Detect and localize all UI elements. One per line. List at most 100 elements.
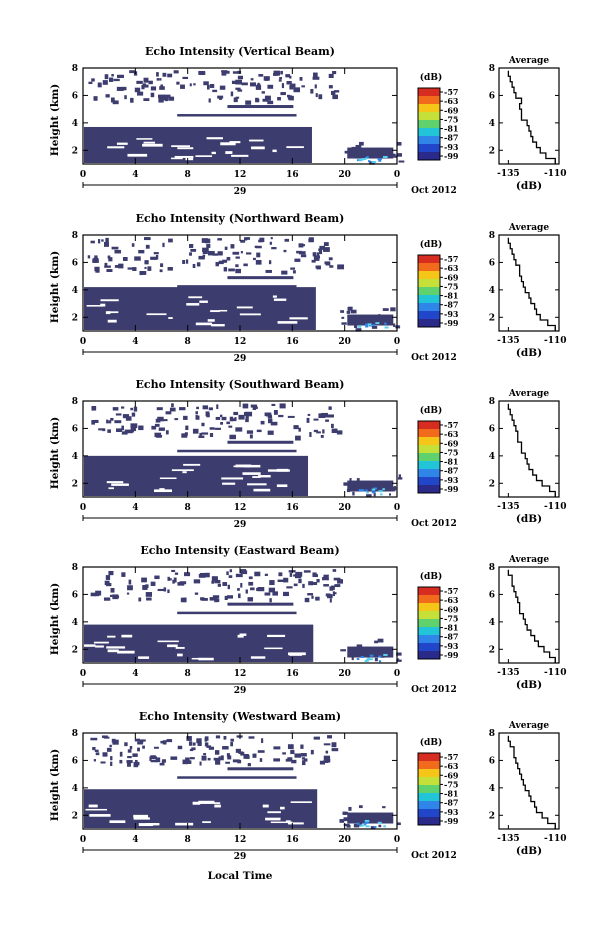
colorbar-swatch — [418, 469, 440, 478]
heatmap — [84, 70, 405, 165]
echo-speckle — [245, 416, 249, 419]
date-label: Oct 2012 — [411, 851, 457, 861]
x-tick-label: -135 — [497, 834, 520, 844]
echo-speckle — [344, 150, 349, 154]
echo-speckle — [91, 419, 95, 425]
x-tick-label: 16 — [286, 669, 299, 679]
echo-gap — [106, 481, 124, 484]
echo-speckle — [124, 95, 127, 100]
x-tick-label: 8 — [185, 669, 191, 679]
echo-gap — [188, 296, 203, 299]
echo-speckle — [144, 266, 147, 270]
echo-speckle — [116, 428, 123, 432]
echo-speckle — [110, 761, 113, 766]
echo-speckle — [355, 144, 362, 149]
echo-speckle — [121, 572, 126, 577]
y-tick-label: 4 — [72, 119, 78, 129]
echo-speckle — [214, 579, 221, 584]
echo-speckle — [216, 404, 219, 410]
colorbar-tick-label: -99 — [444, 484, 459, 494]
echo-speckle — [159, 269, 163, 273]
echo-speckle — [108, 77, 114, 82]
echo-gap — [242, 472, 261, 475]
echo-speckle — [150, 581, 156, 586]
echo-speckle — [192, 742, 196, 746]
echo-speckle — [186, 736, 192, 741]
echo-speckle — [322, 760, 329, 763]
average-panel: Average 2 4 6 8 -135 -110(dB) — [489, 56, 567, 192]
echo-speckle — [308, 581, 314, 586]
echo-speckle — [126, 760, 133, 764]
colorbar-swatch — [418, 619, 440, 628]
echo-speckle — [132, 753, 138, 757]
x-tick-label: 12 — [234, 503, 247, 513]
echo-speckle — [243, 263, 248, 267]
echo-speckle — [235, 427, 243, 432]
echo-speckle — [208, 746, 215, 750]
echo-speckle — [212, 253, 218, 256]
heatmap — [84, 569, 402, 663]
echo-speckle — [343, 482, 349, 486]
x-tick-label: 0 — [394, 669, 400, 679]
y-tick-label: 6 — [489, 424, 495, 434]
echo-speckle — [193, 83, 196, 86]
echo-speckle — [353, 650, 357, 653]
echo-speckle — [337, 264, 345, 270]
echo-speckle — [313, 72, 318, 78]
echo-speckle — [167, 576, 170, 581]
echo-speckle — [127, 267, 135, 270]
echo-speckle — [303, 570, 311, 573]
panel-2: Echo Intensity (Northward Beam) Height (k… — [49, 212, 567, 364]
echo-speckle — [151, 425, 157, 430]
x-tick-label: -135 — [497, 668, 520, 678]
y-axis-label: Height (km) — [49, 251, 61, 323]
panel-1: Echo Intensity (Vertical Beam) Height (km… — [49, 45, 567, 197]
echo-gap — [183, 463, 201, 466]
echo-speckle — [195, 414, 198, 420]
echo-speckle — [343, 817, 350, 822]
x-tick-label: 0 — [394, 503, 400, 513]
echo-speckle — [137, 747, 140, 752]
echo-speckle — [264, 95, 271, 101]
echo-speckle — [323, 743, 331, 746]
echo-speckle — [208, 98, 211, 103]
average-frame — [498, 67, 560, 165]
echo-speckle — [94, 419, 99, 423]
colorbar-tick-label: -69 — [444, 770, 459, 780]
echo-speckle — [231, 80, 237, 85]
echo-speckle — [217, 251, 223, 256]
echo-gap — [210, 310, 220, 313]
echo-speckle — [328, 73, 334, 78]
echo-speckle — [264, 592, 271, 596]
echo-speckle — [289, 75, 292, 79]
echo-speckle — [298, 251, 306, 255]
echo-speckle — [189, 757, 195, 760]
echo-speckle — [130, 423, 138, 429]
echo-speckle — [162, 242, 165, 248]
echo-speckle — [161, 760, 164, 764]
echo-speckle — [226, 595, 234, 599]
panel-title: Echo Intensity (Vertical Beam) — [145, 45, 335, 58]
echo-speckle — [377, 638, 384, 643]
echo-speckle — [325, 419, 329, 422]
echo-speckle — [145, 244, 150, 249]
echo-speckle — [294, 753, 302, 758]
echo-speckle — [112, 100, 119, 105]
echo-speckle — [110, 756, 113, 761]
colorbar-swatch — [418, 453, 440, 462]
echo-speckle — [122, 86, 127, 91]
echo-speckle — [145, 592, 153, 597]
echo-region-tail — [347, 812, 394, 824]
echo-speckle — [167, 267, 173, 271]
colorbar-tick-label: -57 — [444, 752, 458, 762]
echo-speckle — [189, 252, 192, 256]
echo-gap — [168, 317, 173, 319]
echo-speckle — [245, 237, 251, 240]
echo-speckle — [215, 735, 221, 739]
echo-gap — [106, 646, 126, 649]
colorbar-swatch — [418, 120, 440, 129]
echo-gap — [143, 141, 156, 144]
echo-strong-cell — [377, 821, 382, 824]
echo-speckle — [323, 755, 331, 761]
echo-speckle — [165, 411, 172, 415]
